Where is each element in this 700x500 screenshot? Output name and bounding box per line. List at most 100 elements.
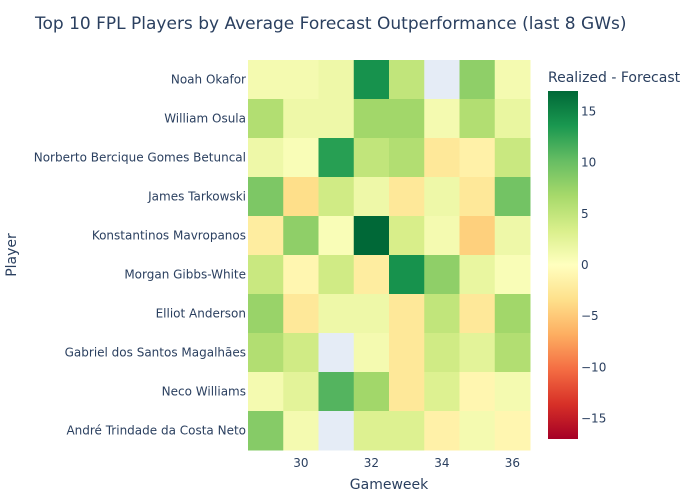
heatmap-cell (389, 411, 425, 451)
heatmap-cell (494, 294, 531, 334)
y-tick-label: Noah Okafor (171, 73, 246, 87)
heatmap-cell (494, 216, 531, 256)
heatmap-cell (459, 294, 496, 334)
y-tick-label: Morgan Gibbs-White (124, 268, 246, 282)
heatmap-cell (424, 138, 460, 178)
heatmap-cell (494, 99, 531, 139)
heatmap-cell (248, 333, 284, 373)
heatmap-cell (424, 294, 460, 334)
heatmap-cell (459, 255, 496, 295)
heatmap-cell (248, 294, 284, 334)
heatmap-cell (424, 216, 460, 256)
heatmap-cell (283, 372, 319, 412)
heatmap-cell (494, 138, 531, 178)
heatmap-cell (353, 99, 390, 139)
x-tick-label: 32 (364, 456, 379, 470)
heatmap-cell (318, 99, 355, 139)
heatmap-cell (318, 177, 355, 217)
x-tick-label: 34 (434, 456, 449, 470)
heatmap-cell (248, 255, 284, 295)
heatmap-cell (318, 294, 355, 334)
heatmap-cell (459, 411, 496, 451)
x-axis-ticks: 30 32 34 36 (293, 456, 520, 470)
heatmap-cell (318, 255, 355, 295)
colorbar-tick-label: −10 (581, 360, 606, 374)
heatmap-cell (424, 60, 460, 100)
heatmap-cell (389, 255, 425, 295)
heatmap-cell (459, 372, 496, 412)
heatmap-cell (283, 333, 319, 373)
heatmap-cell (248, 60, 284, 100)
heatmap-cell (459, 216, 496, 256)
heatmap-cell (283, 99, 319, 139)
heatmap-cell (283, 177, 319, 217)
heatmap-cell (424, 177, 460, 217)
colorbar: Realized - Forecast 15 10 5 0 −5 −10 −15 (548, 70, 681, 439)
heatmap-cell (248, 138, 284, 178)
heatmap-cell (424, 333, 460, 373)
colorbar-tick-label: −5 (581, 309, 599, 323)
y-tick-label: Norberto Bercique Gomes Betuncal (34, 151, 246, 165)
heatmap-cell (459, 138, 496, 178)
x-tick-label: 36 (505, 456, 520, 470)
heatmap-cell (353, 372, 390, 412)
y-tick-label: Konstantinos Mavropanos (92, 229, 246, 243)
colorbar-tick-label: 5 (581, 207, 589, 221)
heatmap-cell (353, 216, 390, 256)
heatmap-cell (283, 138, 319, 178)
heatmap-cell (389, 372, 425, 412)
y-tick-label: William Osula (164, 112, 246, 126)
heatmap-cell (389, 60, 425, 100)
heatmap-cell (389, 138, 425, 178)
heatmap-cell (424, 255, 460, 295)
heatmap-cell (318, 372, 355, 412)
heatmap-cell (424, 372, 460, 412)
heatmap-cell (389, 177, 425, 217)
heatmap-cell (424, 411, 460, 451)
y-axis-ticks: Noah Okafor William Osula Norberto Berciqu… (34, 73, 246, 438)
y-tick-label: Elliot Anderson (156, 307, 246, 321)
heatmap-cell (494, 411, 531, 451)
heatmap-cell (283, 216, 319, 256)
colorbar-tick-label: −15 (581, 412, 606, 426)
colorbar-tick-label: 0 (581, 258, 589, 272)
heatmap-cell (494, 255, 531, 295)
heatmap-cell (353, 60, 390, 100)
heatmap-cell (389, 216, 425, 256)
heatmap-cell (318, 216, 355, 256)
heatmap-cell (353, 138, 390, 178)
heatmap-cell (318, 411, 355, 451)
colorbar-tick-label: 15 (581, 104, 596, 118)
heatmap-cell (353, 411, 390, 451)
heatmap-cell (494, 333, 531, 373)
x-tick-label: 30 (293, 456, 308, 470)
heatmap-cells (248, 60, 531, 451)
x-axis-title: Gameweek (350, 477, 429, 493)
heatmap-cell (353, 294, 390, 334)
heatmap-cell (353, 177, 390, 217)
heatmap-cell (318, 333, 355, 373)
heatmap-cell (459, 60, 496, 100)
heatmap-cell (283, 60, 319, 100)
y-tick-label: Gabriel dos Santos Magalhães (65, 346, 246, 360)
heatmap-cell (424, 99, 460, 139)
heatmap-cell (248, 411, 284, 451)
colorbar-title: Realized - Forecast (548, 70, 681, 86)
heatmap-cell (318, 60, 355, 100)
heatmap-cell (389, 99, 425, 139)
heatmap-cell (248, 177, 284, 217)
heatmap-cell (353, 333, 390, 373)
heatmap-cell (283, 294, 319, 334)
heatmap-cell (248, 216, 284, 256)
heatmap-cell (494, 177, 531, 217)
heatmap-cell (353, 255, 390, 295)
heatmap-cell (248, 372, 284, 412)
heatmap-cell (283, 255, 319, 295)
heatmap-cell (389, 333, 425, 373)
y-tick-label: André Trindade da Costa Neto (66, 424, 246, 438)
heatmap-cell (318, 138, 355, 178)
colorbar-tick-label: 10 (581, 156, 596, 170)
heatmap-cell (494, 372, 531, 412)
heatmap-cell (459, 99, 496, 139)
heatmap-cell (389, 294, 425, 334)
